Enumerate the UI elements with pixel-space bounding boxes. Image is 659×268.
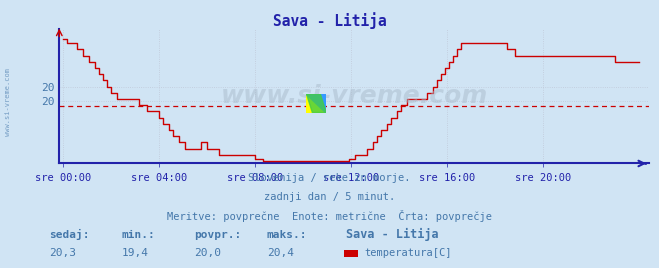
Text: www.si-vreme.com: www.si-vreme.com — [5, 68, 11, 136]
Polygon shape — [306, 94, 326, 113]
Text: 19,4: 19,4 — [122, 248, 149, 258]
Text: min.:: min.: — [122, 229, 156, 240]
Text: maks.:: maks.: — [267, 229, 307, 240]
Text: povpr.:: povpr.: — [194, 229, 242, 240]
Text: Sava - Litija: Sava - Litija — [346, 228, 439, 241]
Text: zadnji dan / 5 minut.: zadnji dan / 5 minut. — [264, 192, 395, 202]
Text: 20,3: 20,3 — [49, 248, 76, 258]
Text: 20,0: 20,0 — [194, 248, 221, 258]
Text: sedaj:: sedaj: — [49, 229, 90, 240]
Polygon shape — [306, 94, 326, 113]
Text: temperatura[C]: temperatura[C] — [364, 248, 452, 258]
Text: Slovenija / reke in morje.: Slovenija / reke in morje. — [248, 173, 411, 183]
Text: 20,4: 20,4 — [267, 248, 294, 258]
Text: www.si-vreme.com: www.si-vreme.com — [221, 84, 488, 109]
Text: Meritve: povprečne  Enote: metrične  Črta: povprečje: Meritve: povprečne Enote: metrične Črta:… — [167, 210, 492, 222]
Text: Sava - Litija: Sava - Litija — [273, 12, 386, 29]
Polygon shape — [306, 94, 326, 113]
